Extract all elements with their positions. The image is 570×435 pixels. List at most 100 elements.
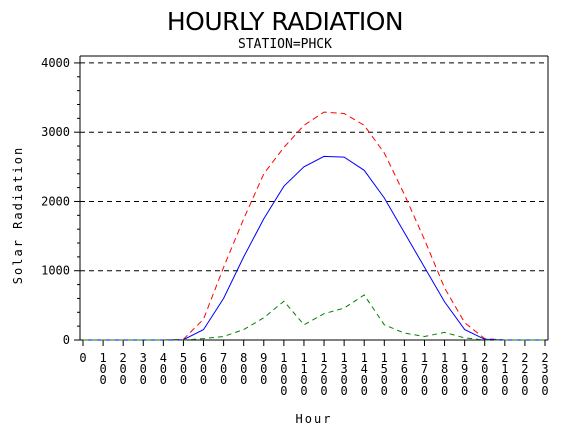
x-tick-label-digit: 0 [120,373,127,387]
x-tick-label-digit: 0 [120,362,127,376]
x-tick-label-digit: 4 [160,351,167,365]
x-tick-label-digit: 1 [401,351,408,365]
x-tick-label-digit: 0 [341,373,348,387]
x-tick-label-digit: 0 [180,373,187,387]
chart-subtitle: STATION=PHCK [238,37,332,52]
x-tick-label-digit: 0 [501,373,508,387]
x-tick-label-digit: 9 [461,362,468,376]
x-tick-label: 500 [180,351,187,387]
x-tick-label-digit: 0 [260,362,267,376]
x-tick-label-digit: 2 [521,351,528,365]
x-tick-label-digit: 2 [120,351,127,365]
x-tick-label-digit: 6 [401,362,408,376]
x-tick-label-digit: 9 [260,351,267,365]
x-tick-label-digit: 0 [501,384,508,398]
x-tick-label: 1000 [280,351,287,398]
x-tick-label-digit: 0 [381,373,388,387]
x-tick-label-digit: 0 [280,362,287,376]
x-tick-label-digit: 0 [240,362,247,376]
x-tick-label-digit: 0 [99,373,106,387]
x-tick-label-digit: 0 [401,384,408,398]
x-tick-label-digit: 0 [79,351,86,365]
x-tick-label-digit: 0 [421,384,428,398]
x-tick-label-digit: 1 [300,351,307,365]
x-tick-label-digit: 0 [481,362,488,376]
x-tick-label-digit: 3 [140,351,147,365]
x-tick-label-digit: 1 [320,351,327,365]
x-tick-label-digit: 0 [280,384,287,398]
x-tick-label-digit: 7 [220,351,227,365]
x-tick-label-digit: 0 [140,362,147,376]
x-tick-label-digit: 8 [240,351,247,365]
x-tick-label-digit: 0 [481,384,488,398]
x-tick-label-digit: 0 [320,384,327,398]
x-tick-label-digit: 0 [200,373,207,387]
x-tick-label-digit: 0 [300,373,307,387]
x-tick-label-digit: 0 [260,373,267,387]
y-tick-label: 0 [63,333,70,347]
x-tick-label-digit: 2 [501,351,508,365]
x-tick-label: 100 [99,351,106,387]
x-tick-label: 300 [140,351,147,387]
x-tick-label: 2000 [481,351,488,398]
x-tick-label-digit: 0 [461,373,468,387]
y-tick-label: 4000 [41,56,70,70]
x-tick-label-digit: 1 [461,351,468,365]
series-line-2 [83,155,545,341]
x-tick-label-digit: 0 [541,373,548,387]
x-tick-label: 700 [220,351,227,387]
x-tick-label-digit: 1 [361,351,368,365]
x-tick-label-digit: 0 [381,384,388,398]
series-line-3 [83,294,545,341]
series-lines [83,111,545,341]
x-tick-label-digit: 3 [541,362,548,376]
x-tick-label-digit: 2 [481,351,488,365]
x-tick-label-digit: 0 [160,362,167,376]
x-tick-label: 400 [160,351,167,387]
x-tick-label-digit: 5 [381,362,388,376]
x-tick-label: 800 [240,351,247,387]
x-tick-label-digit: 6 [200,351,207,365]
x-tick-label-digit: 1 [501,362,508,376]
x-tick-label: 600 [200,351,207,387]
x-tick-label-digit: 0 [461,384,468,398]
y-tick-label: 3000 [41,125,70,139]
x-tick-label-digit: 0 [441,384,448,398]
x-tick-label-digit: 0 [140,373,147,387]
x-tick-label-digit: 0 [361,384,368,398]
y-tick-label: 2000 [41,194,70,208]
x-tick-label-digit: 0 [160,373,167,387]
x-tick-label-digit: 4 [361,362,368,376]
y-tick-label: 1000 [41,264,70,278]
x-tick-label-digit: 5 [180,351,187,365]
x-tick-label-digit: 2 [320,362,327,376]
x-tick-label-digit: 1 [421,351,428,365]
x-tick-label-digit: 1 [99,351,106,365]
x-tick-label-digit: 2 [521,362,528,376]
x-tick-label-digit: 0 [320,373,327,387]
x-tick-label-digit: 1 [300,362,307,376]
series-line-1 [83,111,545,341]
x-tick-label-digit: 8 [441,362,448,376]
x-tick-label: 0 [79,351,86,365]
x-tick-label-digit: 0 [421,373,428,387]
chart-title: HOURLY RADIATION [167,7,403,36]
x-axis-label: Hour [296,412,333,426]
x-tick-label-digit: 0 [220,362,227,376]
x-tick-label-digit: 0 [220,373,227,387]
x-tick-label-digit: 0 [361,373,368,387]
x-tick-label-digit: 0 [99,362,106,376]
x-tick-label-digit: 2 [541,351,548,365]
